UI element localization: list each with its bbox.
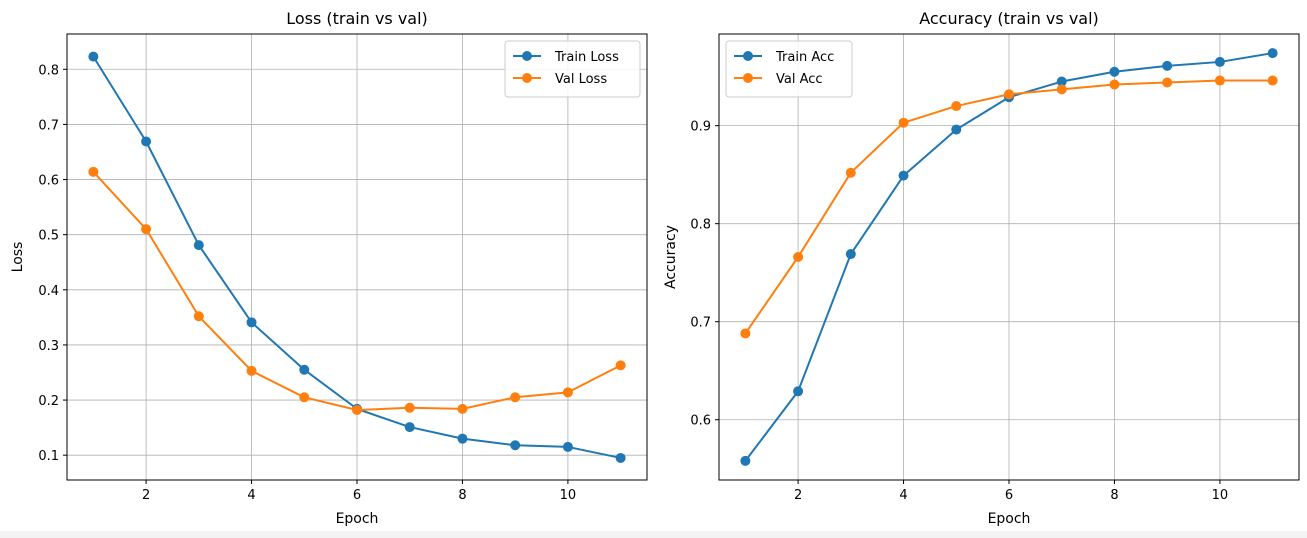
- accuracy-y-ticks: 0.6 0.7 0.8 0.9: [690, 120, 719, 429]
- val-loss-point: [193, 311, 204, 322]
- train-loss-point: [562, 441, 573, 452]
- accuracy-chart: 2 4 6 8 10 0.6 0.7 0.8 0.9 Accuracy (train vs v…: [663, 9, 1300, 527]
- train-loss-point: [404, 422, 415, 433]
- train-acc-point: [1214, 56, 1225, 67]
- train-acc-point: [793, 386, 804, 397]
- val-loss-legend-label: Val Loss: [555, 72, 607, 87]
- loss-y-tick-label: 0.5: [38, 229, 59, 244]
- val-acc-point: [898, 117, 909, 128]
- loss-y-tick-label: 0.8: [38, 63, 59, 78]
- train-acc-point: [1056, 76, 1067, 87]
- loss-x-ticks: 2 4 6 8 10: [142, 480, 576, 503]
- accuracy-y-axis-label: Accuracy: [663, 225, 679, 289]
- accuracy-x-axis-label: Epoch: [988, 511, 1031, 527]
- val-acc-point: [1004, 89, 1014, 100]
- accuracy-y-tick-label: 0.8: [690, 218, 711, 233]
- train-loss-legend-label: Train Loss: [554, 50, 619, 65]
- train-acc-point: [951, 124, 962, 135]
- val-acc-point: [1162, 77, 1173, 88]
- accuracy-series-layer: [740, 48, 1278, 466]
- val-acc-point: [1056, 84, 1067, 95]
- train-loss-point: [88, 51, 99, 62]
- accuracy-legend: Train Acc Val Acc: [725, 40, 853, 98]
- loss-series-layer: [88, 51, 626, 463]
- loss-legend: Train Loss Val Loss: [504, 40, 641, 98]
- loss-y-ticks: 0.1 0.2 0.3 0.4 0.5 0.6 0.7 0.8: [38, 63, 67, 464]
- train-acc-point: [898, 170, 909, 181]
- accuracy-x-tick-label: 8: [1110, 488, 1118, 503]
- train-loss-point: [246, 317, 257, 328]
- loss-y-tick-label: 0.2: [38, 394, 59, 409]
- val-acc-legend-marker: [743, 73, 753, 83]
- val-acc-point: [845, 167, 856, 178]
- accuracy-x-tick-label: 10: [1212, 488, 1229, 503]
- val-loss-point: [457, 403, 468, 414]
- train-acc-point: [1162, 60, 1173, 71]
- train-loss-point: [457, 433, 468, 444]
- accuracy-y-tick-label: 0.7: [690, 316, 711, 331]
- train-loss-point: [299, 364, 310, 375]
- loss-y-tick-label: 0.4: [38, 284, 59, 299]
- loss-y-axis-label: Loss: [10, 242, 26, 273]
- accuracy-grid: [719, 34, 1299, 480]
- val-acc-point: [793, 252, 804, 262]
- val-loss-legend-marker: [522, 73, 532, 83]
- loss-x-tick-label: 4: [247, 488, 255, 503]
- accuracy-x-ticks: 2 4 6 8 10: [794, 480, 1228, 503]
- val-acc-legend-label: Val Acc: [776, 72, 823, 87]
- val-acc-point: [951, 101, 962, 112]
- accuracy-y-tick-label: 0.9: [690, 120, 711, 135]
- accuracy-y-tick-label: 0.6: [690, 414, 711, 429]
- train-acc-legend-label: Train Acc: [775, 50, 834, 65]
- bottom-strip: [0, 531, 1307, 538]
- train-loss-point: [615, 452, 626, 463]
- train-acc-point: [1267, 48, 1278, 59]
- train-loss-point: [141, 136, 152, 147]
- accuracy-chart-title: Accuracy (train vs val): [919, 9, 1099, 28]
- val-loss-point: [246, 365, 257, 376]
- val-acc-point: [1267, 75, 1278, 86]
- loss-x-tick-label: 10: [560, 488, 577, 503]
- loss-x-tick-label: 8: [458, 488, 466, 503]
- val-loss-point: [562, 387, 573, 398]
- val-acc-point: [740, 328, 751, 339]
- train-acc-point: [1109, 66, 1120, 77]
- val-loss-point: [299, 392, 310, 403]
- loss-chart: 2 4 6 8 10 0.1 0.2 0.3 0.4 0.5 0.6 0.7 0.8 Loss (tr…: [10, 9, 648, 527]
- loss-y-tick-label: 0.7: [38, 118, 59, 133]
- accuracy-x-tick-label: 2: [794, 488, 802, 503]
- loss-y-tick-label: 0.1: [38, 449, 59, 464]
- val-loss-point: [88, 166, 99, 177]
- loss-y-tick-label: 0.6: [38, 174, 59, 189]
- train-loss-point: [510, 440, 521, 451]
- train-loss-point: [193, 240, 204, 251]
- val-acc-point: [1214, 75, 1225, 86]
- loss-y-tick-label: 0.3: [38, 339, 59, 354]
- val-loss-point: [510, 392, 521, 403]
- train-loss-legend-marker: [522, 51, 532, 61]
- loss-x-tick-label: 6: [353, 488, 361, 503]
- loss-chart-title: Loss (train vs val): [286, 9, 428, 28]
- train-acc-point: [740, 455, 751, 466]
- train-acc-point: [845, 249, 856, 260]
- val-loss-point: [615, 360, 626, 371]
- train-acc-legend-marker: [743, 51, 753, 61]
- accuracy-x-tick-label: 4: [899, 488, 907, 503]
- val-loss-point: [404, 402, 415, 413]
- val-loss-point: [352, 404, 362, 415]
- accuracy-x-tick-label: 6: [1005, 488, 1013, 503]
- loss-x-tick-label: 2: [142, 488, 150, 503]
- val-loss-point: [141, 224, 152, 235]
- loss-x-axis-label: Epoch: [336, 511, 379, 527]
- val-acc-point: [1109, 79, 1120, 90]
